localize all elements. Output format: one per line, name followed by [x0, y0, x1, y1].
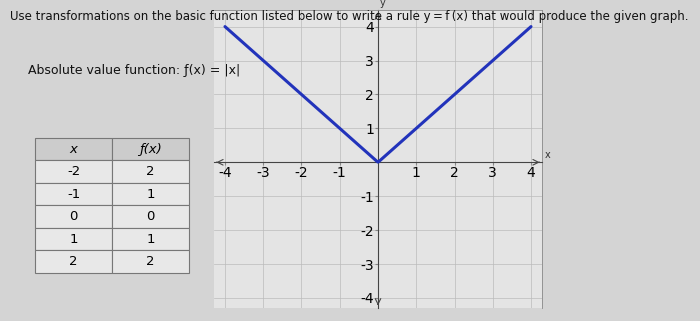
- Text: x: x: [545, 150, 550, 160]
- Text: Absolute value function: ƒ(x) = |x|: Absolute value function: ƒ(x) = |x|: [28, 64, 240, 77]
- Text: y: y: [380, 0, 386, 8]
- Text: Use transformations on the basic function listed below to write a rule y = f (x): Use transformations on the basic functio…: [10, 10, 689, 22]
